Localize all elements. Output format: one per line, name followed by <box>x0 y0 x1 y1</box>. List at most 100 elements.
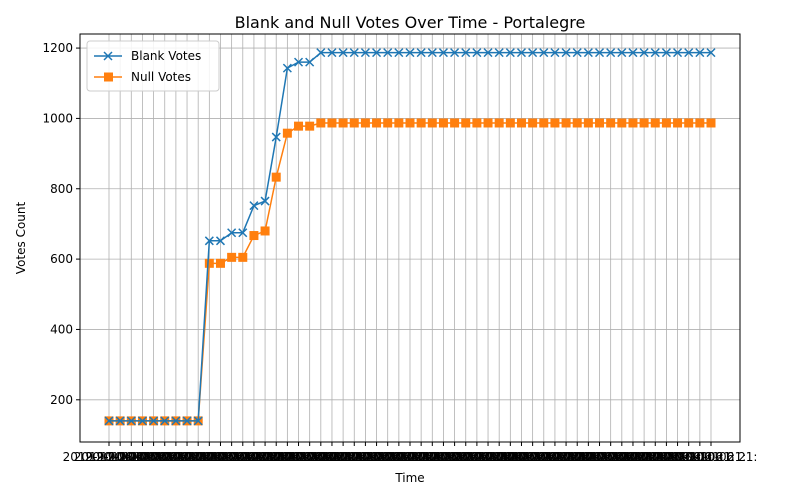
x-tick-label: 2019-10-06 21: <box>196 450 289 464</box>
x-tick-label: 2019-10-06 21: <box>408 450 501 464</box>
blank-votes-point <box>316 48 326 58</box>
blank-votes-point <box>483 48 493 58</box>
null-votes-point <box>249 231 259 241</box>
null-votes-point <box>271 172 281 182</box>
x-tick-label: 2019-10-06 21: <box>620 450 713 464</box>
x-tick-label: 2019-10-06 21: <box>252 450 345 464</box>
blank-votes-point <box>271 132 281 142</box>
blank-votes-point <box>227 228 237 238</box>
blank-votes-point <box>327 48 337 58</box>
null-votes-point <box>539 118 549 128</box>
blank-votes-point <box>427 48 437 58</box>
blank-votes-point <box>583 48 593 58</box>
x-axis-ticks: 2019-10-06 21:2019-10-06 21:2019-10-06 2… <box>63 442 757 464</box>
x-tick-label: 2019-10-06 21: <box>308 450 401 464</box>
null-votes-point <box>572 118 582 128</box>
null-votes-point <box>595 118 605 128</box>
blank-votes-point <box>505 48 515 58</box>
x-tick-label: 2019-10-06 21: <box>185 450 278 464</box>
null-votes-point <box>639 118 649 128</box>
blank-votes-point <box>215 236 226 246</box>
blank-votes-point <box>260 196 270 206</box>
x-tick-label: 2019-10-06 21: <box>653 450 746 464</box>
blank-votes-point <box>238 228 248 238</box>
x-tick-label: 2019-10-06 21: <box>397 450 490 464</box>
blank-votes-point <box>684 48 694 58</box>
blank-votes-point <box>650 48 660 58</box>
blank-votes-point <box>628 48 638 58</box>
x-tick-label: 2019-10-06 21: <box>453 450 546 464</box>
blank-votes-point <box>115 416 125 426</box>
null-votes-point <box>294 121 304 131</box>
x-tick-label: 2019-10-06 21: <box>174 450 267 464</box>
x-tick-label: 2019-10-06 21: <box>430 450 523 464</box>
null-votes-point <box>360 118 370 128</box>
x-tick-label: 2019-10-06 21: <box>85 450 178 464</box>
x-tick-label: 2019-10-06 21: <box>207 450 300 464</box>
null-votes-point <box>606 118 616 128</box>
blank-votes-point <box>405 48 415 58</box>
y-axis-label: Votes Count <box>14 202 28 275</box>
x-tick-label: 2019-10-06 21: <box>475 450 568 464</box>
blank-votes-point <box>606 48 616 58</box>
blank-votes-point <box>695 48 705 58</box>
null-votes-point <box>695 118 705 128</box>
null-votes-point <box>204 258 214 268</box>
x-tick-label: 2019-10-06 21: <box>609 450 702 464</box>
null-votes-point <box>316 118 326 128</box>
null-votes-point <box>416 118 426 128</box>
null-votes-point <box>305 121 315 131</box>
x-tick-label: 2019-10-06 21: <box>520 450 613 464</box>
blank-votes-point <box>349 48 359 58</box>
x-tick-label: 2019-10-06 21: <box>297 450 390 464</box>
chart-title: Blank and Null Votes Over Time - Portale… <box>235 13 586 32</box>
blank-votes-point <box>706 48 716 58</box>
blank-votes-point <box>472 48 482 58</box>
blank-votes-point <box>293 57 304 67</box>
x-tick-label: 2019-10-06 21: <box>375 450 468 464</box>
blank-votes-point <box>461 48 471 58</box>
blank-votes-point <box>137 416 147 426</box>
grid-lines <box>80 34 740 442</box>
y-tick-label: 1000 <box>42 111 73 125</box>
blank-votes-point <box>204 236 214 246</box>
blank-votes-point <box>661 48 671 58</box>
x-tick-label: 2019-10-06 21: <box>364 450 457 464</box>
blank-votes-point <box>104 416 114 426</box>
null-votes-point <box>215 258 225 268</box>
x-tick-label: 2019-10-06 21: <box>96 450 189 464</box>
x-tick-label: 2019-10-06 21: <box>341 450 434 464</box>
null-votes-point <box>472 118 482 128</box>
blank-votes-point <box>149 416 159 426</box>
y-axis-ticks: 200 400 600 800 1000 1200 <box>42 41 80 407</box>
x-tick-label: 2019-10-06 21: <box>152 450 245 464</box>
x-tick-label: 2019-10-06 21: <box>241 450 334 464</box>
x-tick-label: 2019-10-06 21: <box>274 450 367 464</box>
x-tick-label: 2019-10-06 21: <box>631 450 724 464</box>
x-tick-label: 2019-10-06 21: <box>642 450 735 464</box>
x-tick-label: 2019-10-06 21: <box>508 450 601 464</box>
blank-votes-point <box>338 48 348 58</box>
legend-entry: Blank Votes <box>94 49 201 63</box>
blank-votes-point <box>416 48 426 58</box>
x-tick-label: 2019-10-06 21: <box>352 450 445 464</box>
x-tick-label: 2019-10-06 21: <box>63 450 156 464</box>
x-tick-label: 2019-10-06 21: <box>575 450 668 464</box>
x-tick-label: 2019-10-06 21: <box>230 450 323 464</box>
x-tick-label: 2019-10-06 21: <box>531 450 624 464</box>
null-votes-point <box>427 118 437 128</box>
x-tick-label: 2019-10-06 21: <box>486 450 579 464</box>
blank-votes-point <box>394 48 404 58</box>
x-tick-label: 2019-10-06 21: <box>129 450 222 464</box>
x-tick-label: 2019-10-06 21: <box>118 450 211 464</box>
y-tick-label: 600 <box>50 252 73 266</box>
x-tick-label: 2019-10-06 21: <box>74 450 167 464</box>
null-votes-point <box>338 118 348 128</box>
x-tick-label: 2019-10-06 21: <box>464 450 557 464</box>
x-tick-label: 2019-10-06 21: <box>442 450 535 464</box>
null-votes-point <box>583 118 593 128</box>
blank-votes-point <box>528 48 538 58</box>
null-votes-point <box>260 226 270 236</box>
null-votes-point <box>628 118 638 128</box>
x-tick-label: 2019-10-06 21: <box>386 450 479 464</box>
